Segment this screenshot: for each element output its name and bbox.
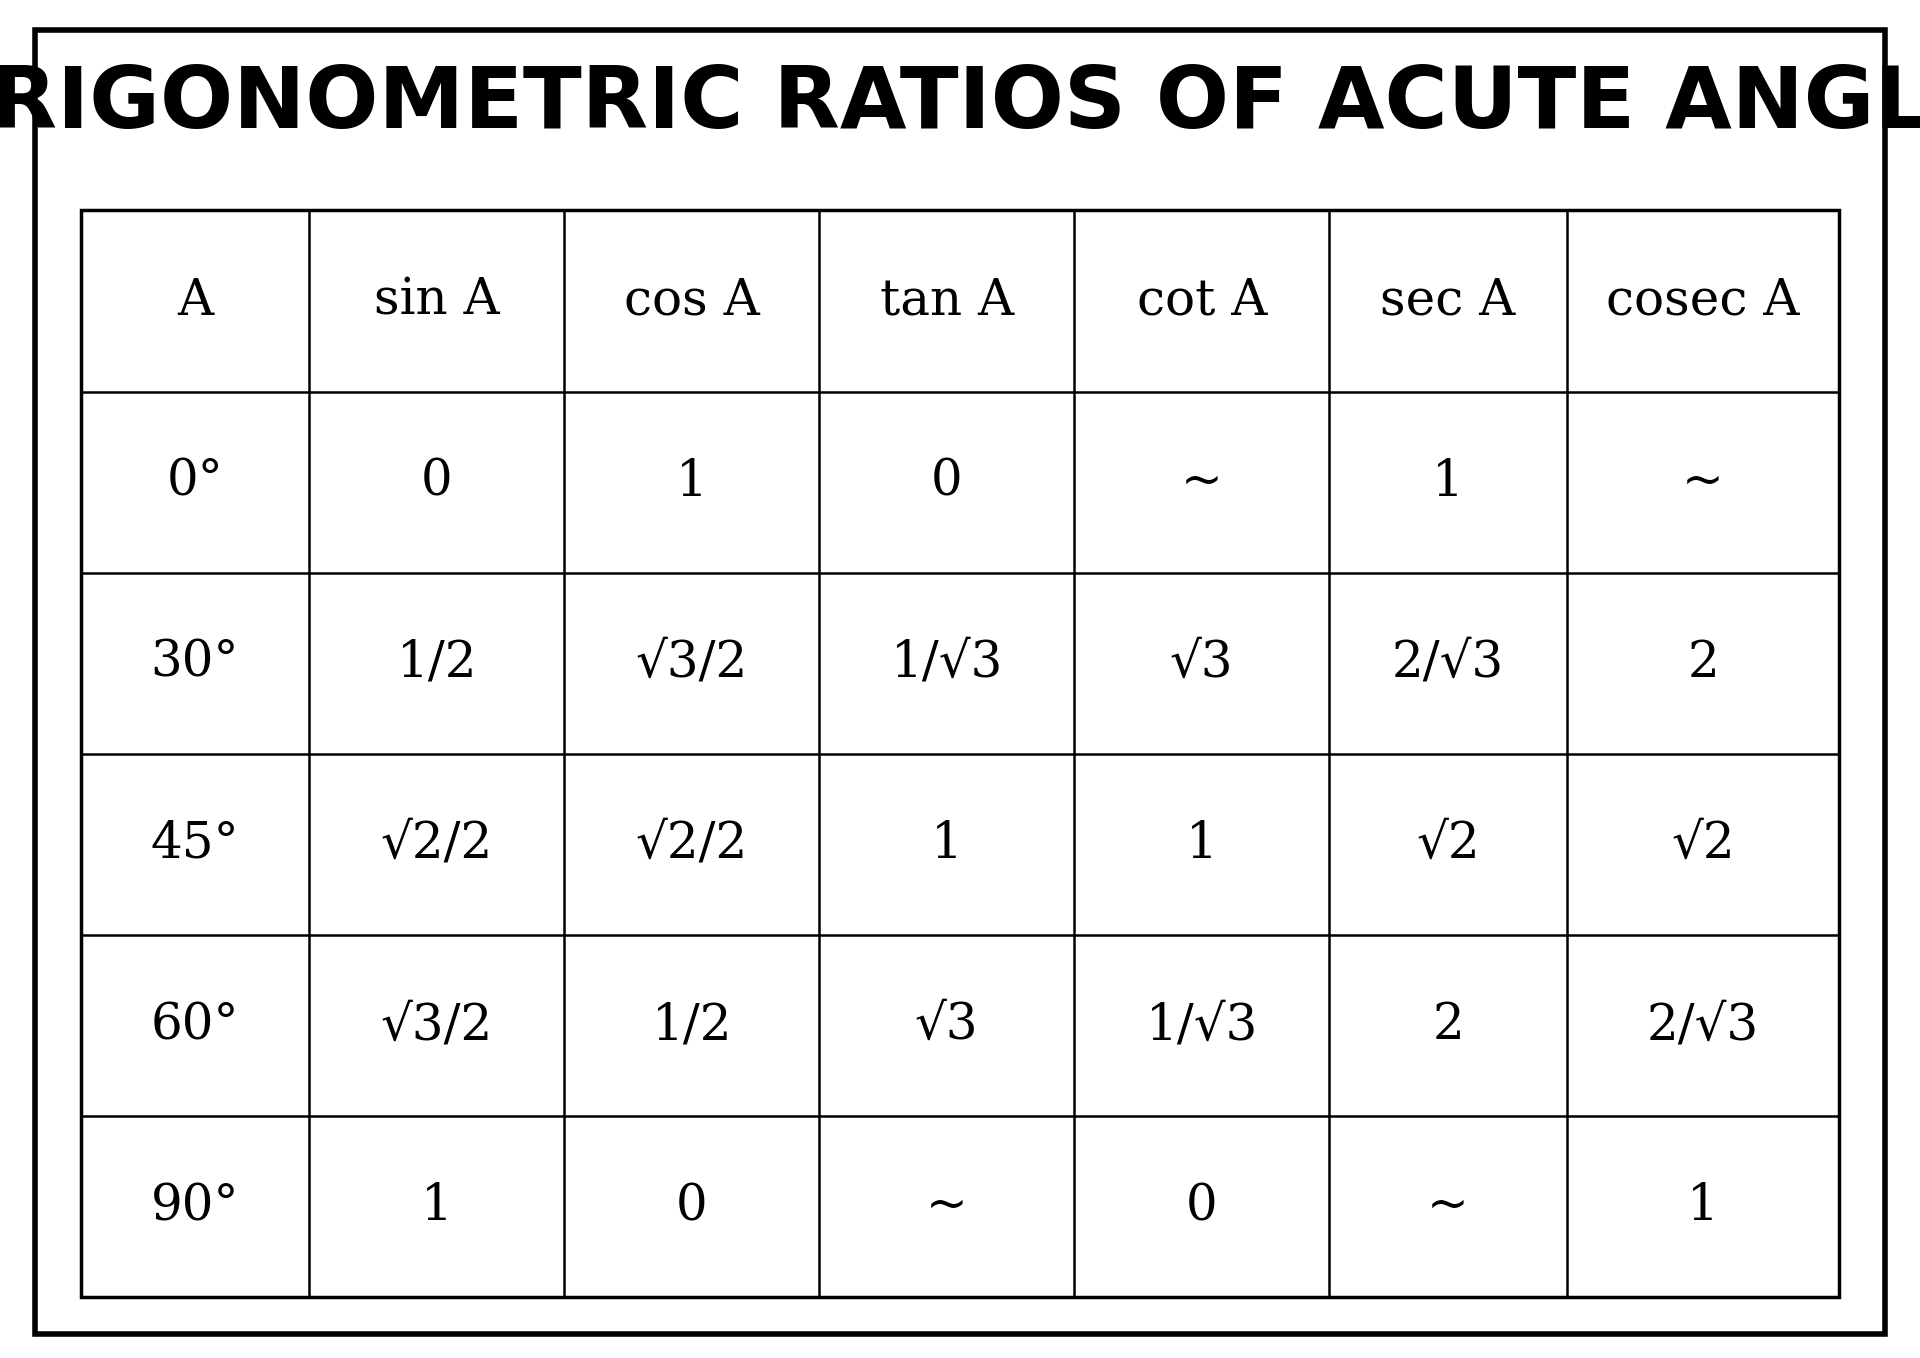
Text: ~: ~	[925, 1181, 968, 1232]
Text: 0: 0	[931, 458, 962, 507]
Text: 2/√3: 2/√3	[1647, 1001, 1759, 1050]
Text: 1: 1	[420, 1181, 453, 1232]
Text: 0: 0	[676, 1181, 708, 1232]
Text: 0: 0	[1187, 1181, 1217, 1232]
Text: √2/2: √2/2	[636, 819, 749, 869]
Text: cot A: cot A	[1137, 276, 1267, 326]
Text: 0°: 0°	[167, 458, 223, 507]
Text: ~: ~	[1682, 458, 1724, 507]
Text: 60°: 60°	[150, 1001, 240, 1050]
Text: √3: √3	[916, 1001, 979, 1050]
Text: ~: ~	[1427, 1181, 1469, 1232]
Bar	[81, 210, 1839, 1297]
Text: 1: 1	[931, 819, 962, 869]
Text: 0: 0	[420, 458, 453, 507]
Text: cos A: cos A	[624, 276, 760, 326]
Text: tan A: tan A	[879, 276, 1014, 326]
Text: 2/√3: 2/√3	[1392, 638, 1503, 689]
Text: 1/√3: 1/√3	[1146, 1001, 1258, 1050]
Text: sin A: sin A	[374, 276, 499, 326]
Text: 2: 2	[1688, 638, 1718, 689]
Text: cosec A: cosec A	[1607, 276, 1799, 326]
Text: √2: √2	[1417, 819, 1480, 869]
Text: TRIGONOMETRIC RATIOS OF ACUTE ANGLE: TRIGONOMETRIC RATIOS OF ACUTE ANGLE	[0, 62, 1920, 147]
Text: 1: 1	[1688, 1181, 1718, 1232]
Text: 45°: 45°	[150, 819, 240, 869]
Text: sec A: sec A	[1380, 276, 1515, 326]
Text: √3/2: √3/2	[380, 1001, 493, 1050]
Text: 1: 1	[1187, 819, 1217, 869]
Text: √3: √3	[1169, 638, 1235, 689]
Text: √2/2: √2/2	[380, 819, 493, 869]
Text: 90°: 90°	[150, 1181, 240, 1232]
Text: 1/2: 1/2	[651, 1001, 732, 1050]
Text: 2: 2	[1432, 1001, 1463, 1050]
Text: 30°: 30°	[150, 638, 240, 689]
Text: 1/√3: 1/√3	[891, 638, 1002, 689]
Text: √2: √2	[1670, 819, 1736, 869]
Text: ~: ~	[1181, 458, 1223, 507]
Text: 1/2: 1/2	[397, 638, 476, 689]
Text: √3/2: √3/2	[636, 638, 749, 689]
Text: 1: 1	[676, 458, 708, 507]
Text: 1: 1	[1432, 458, 1463, 507]
Text: A: A	[177, 276, 213, 326]
